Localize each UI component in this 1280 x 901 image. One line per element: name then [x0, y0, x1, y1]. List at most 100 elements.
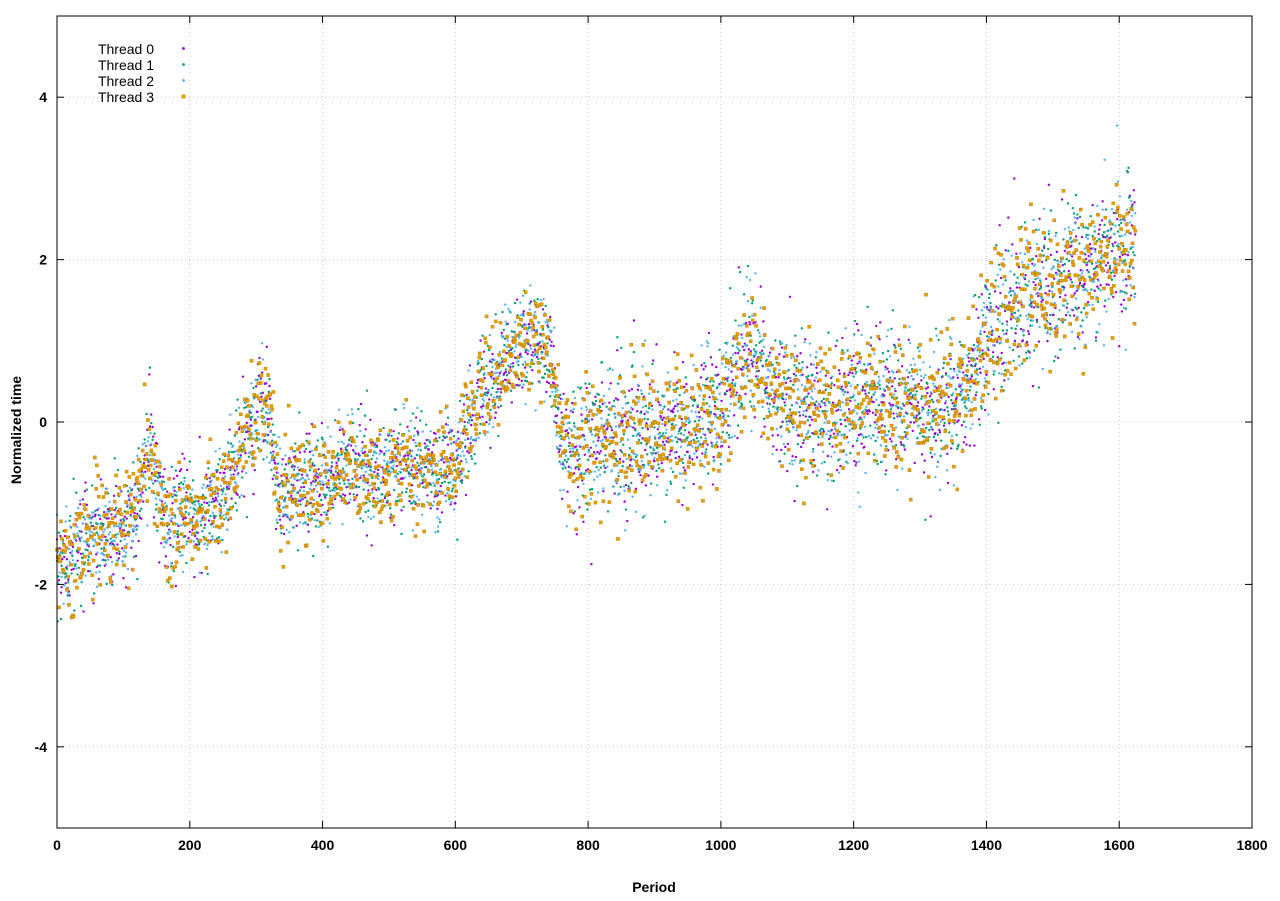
data-point: [979, 367, 981, 369]
data-point: [659, 417, 661, 419]
data-point: [449, 431, 451, 433]
data-point: [984, 409, 986, 411]
data-point: [367, 489, 369, 491]
data-point: [1097, 301, 1099, 303]
data-point: [475, 438, 477, 440]
data-point: [631, 495, 633, 497]
data-point: [224, 501, 226, 503]
data-point: [1121, 262, 1123, 264]
data-point: [801, 327, 803, 329]
data-point: [274, 434, 276, 436]
data-point: [873, 353, 875, 355]
data-point: [738, 401, 740, 403]
data-point: [305, 448, 307, 450]
data-point: [288, 457, 290, 459]
data-point: [1087, 227, 1089, 229]
data-point: [726, 341, 728, 343]
data-point: [630, 482, 632, 484]
data-point: [548, 370, 550, 372]
data-point: [58, 579, 60, 581]
data-point: [375, 452, 377, 454]
data-point: [746, 375, 748, 377]
data-point: [216, 500, 218, 502]
data-point: [1075, 298, 1077, 300]
data-point: [1001, 386, 1003, 388]
data-point: [57, 606, 60, 609]
data-point: [98, 536, 101, 539]
data-point: [633, 422, 635, 424]
data-point: [946, 406, 948, 408]
data-point: [1127, 167, 1129, 169]
data-point: [1048, 233, 1050, 235]
data-point: [801, 361, 803, 363]
data-point: [309, 458, 311, 460]
data-point: [617, 399, 619, 401]
data-point: [783, 401, 785, 403]
data-point: [979, 372, 981, 374]
data-point: [872, 435, 874, 437]
data-point: [963, 375, 965, 377]
data-point: [189, 460, 191, 462]
data-point: [611, 369, 613, 371]
data-point: [409, 473, 411, 475]
data-point: [949, 368, 951, 370]
data-point: [1048, 290, 1050, 292]
data-point: [361, 441, 363, 443]
data-point: [189, 493, 191, 495]
data-point: [685, 376, 687, 378]
data-point: [126, 504, 128, 506]
data-point: [1133, 296, 1135, 298]
data-point: [916, 414, 918, 416]
data-point: [957, 366, 959, 368]
data-point: [60, 565, 62, 567]
data-point: [1049, 314, 1051, 316]
data-point: [627, 439, 629, 441]
data-point: [355, 445, 357, 447]
data-point: [647, 418, 649, 420]
data-point: [968, 399, 970, 401]
data-point: [832, 401, 834, 403]
data-point: [224, 493, 226, 495]
data-point: [515, 343, 517, 345]
data-point: [720, 381, 722, 383]
data-point: [62, 603, 64, 605]
data-point: [890, 405, 892, 407]
data-point: [339, 482, 341, 484]
data-point: [186, 469, 188, 471]
data-point: [931, 456, 933, 458]
data-point: [839, 419, 841, 421]
data-point: [917, 401, 919, 403]
data-point: [1017, 316, 1019, 318]
data-point: [86, 542, 88, 544]
series-thread-2: [56, 124, 1137, 605]
data-point: [1132, 246, 1134, 248]
data-point: [748, 321, 750, 323]
data-point: [87, 562, 90, 565]
data-point: [153, 468, 155, 470]
data-point: [852, 394, 854, 396]
data-point: [893, 417, 895, 419]
data-point: [139, 510, 141, 512]
data-point: [698, 419, 700, 421]
data-point: [673, 451, 675, 453]
data-point: [436, 474, 438, 476]
data-point: [741, 404, 743, 406]
data-point: [152, 482, 154, 484]
data-point: [420, 449, 422, 451]
data-point: [708, 405, 710, 407]
data-point: [1054, 355, 1056, 357]
data-point: [599, 406, 601, 408]
data-point: [82, 498, 84, 500]
data-point: [505, 368, 507, 370]
data-point: [167, 538, 169, 540]
data-point: [731, 382, 733, 384]
data-point: [929, 452, 931, 454]
data-point: [606, 427, 608, 429]
data-point: [500, 405, 502, 407]
data-point: [903, 445, 905, 447]
data-point: [245, 406, 247, 408]
data-point: [497, 388, 499, 390]
data-point: [953, 484, 955, 486]
data-point: [434, 485, 436, 487]
data-point: [182, 483, 184, 485]
